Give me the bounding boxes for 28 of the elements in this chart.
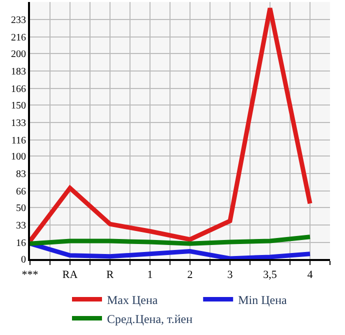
y-tick-label: 0 [21,254,26,266]
x-tick-label: RA [62,269,78,282]
y-tick-label: 83 [16,169,26,180]
y-tick-label: 233 [11,14,26,26]
line-series [30,6,312,244]
y-tick-label: 50 [16,203,26,214]
y-tick-label: 16 [16,238,26,250]
x-tick-label: 1 [147,269,153,282]
y-tick-label: 150 [11,100,26,112]
y-tick-label: 66 [16,186,26,198]
x-tick-label: 3 [227,269,234,282]
y-tick-label: 116 [11,135,26,146]
y-tick-label: 200 [11,48,26,60]
line-series [30,234,312,246]
y-tick-label: 216 [11,32,26,44]
legend-label: Max Цена [107,292,158,307]
legend-label: Min Цена [238,292,288,307]
x-tick-label: 3,5 [263,269,278,282]
y-tick-label: 166 [11,84,26,95]
y-tick-label: 100 [11,152,26,163]
y-tick-label: 183 [11,66,26,78]
x-tick-label: *** [22,269,38,282]
y-tick-label: 33 [16,220,26,232]
x-tick-label: 4 [307,269,314,282]
legend-label: Сред.Цена, т.йен [107,312,194,326]
x-tick-label: R [106,269,114,282]
x-tick-label: 2 [187,269,193,282]
y-tick-label: 133 [11,118,26,129]
